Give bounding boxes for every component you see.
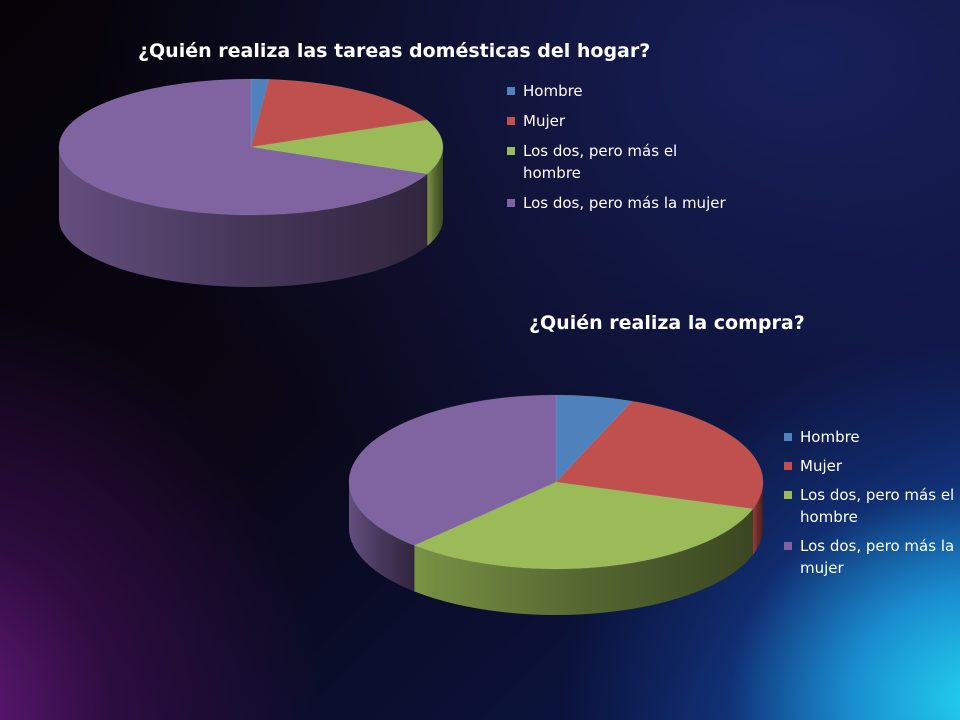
legend-swatch-ambos-mas-mujer [507, 199, 515, 207]
pie-slice-ambos-mas-hombre [250, 119, 444, 175]
legend-label: Los dos, pero más el hombre [800, 486, 955, 526]
pie-slice-side-ambos-mas-mujer [59, 147, 428, 287]
pie-slice-ambos-mas-hombre [413, 481, 754, 570]
legend-label: Los dos, pero más la mujer [523, 194, 726, 212]
pie-slice-ambos-mas-mujer [348, 394, 557, 546]
chart-2-title: ¿Quién realiza la compra? [529, 312, 805, 334]
pie-slice-side-ambos-mas-hombre [414, 508, 753, 615]
pie-slice-hombre [250, 78, 270, 148]
pie-slice-ambos-mas-mujer [58, 78, 428, 216]
chart-2-legend: Hombre Mujer Los dos, pero más el hombre… [784, 426, 956, 586]
chart-1-legend: Hombre Mujer Los dos, pero más el hombre… [507, 80, 737, 222]
legend-label: Los dos, pero más el hombre [523, 142, 678, 182]
legend-item-ambos-mas-hombre: Los dos, pero más el hombre [784, 484, 956, 528]
legend-label: Mujer [523, 112, 566, 130]
legend-swatch-hombre [784, 433, 792, 441]
legend-item-ambos-mas-mujer: Los dos, pero más la mujer [784, 535, 956, 579]
pie-slice-hombre [555, 394, 633, 483]
legend-label: Hombre [523, 82, 583, 100]
pie-slice-side-ambos-mas-mujer [348, 482, 415, 592]
legend-label: Los dos, pero más la mujer [800, 537, 955, 577]
legend-swatch-ambos-mas-hombre [507, 147, 515, 155]
legend-item-hombre: Hombre [507, 80, 737, 102]
legend-swatch-ambos-mas-hombre [784, 491, 792, 499]
pie-slice-mujer [555, 400, 764, 510]
pie-slice-side-mujer [752, 482, 763, 555]
chart-1-title: ¿Quién realiza las tareas domésticas del… [138, 40, 651, 62]
legend-item-ambos-mas-hombre: Los dos, pero más el hombre [507, 140, 737, 184]
legend-swatch-mujer [507, 117, 515, 125]
legend-swatch-hombre [507, 87, 515, 95]
legend-item-hombre: Hombre [784, 426, 956, 448]
legend-item-mujer: Mujer [507, 110, 737, 132]
legend-item-ambos-mas-mujer: Los dos, pero más la mujer [507, 192, 737, 214]
legend-swatch-mujer [784, 462, 792, 470]
pie-slice-mujer [250, 78, 428, 148]
legend-item-mujer: Mujer [784, 455, 956, 477]
pie-slice-side-ambos-mas-hombre [427, 147, 443, 247]
legend-swatch-ambos-mas-mujer [784, 542, 792, 550]
legend-label: Mujer [800, 457, 843, 475]
legend-label: Hombre [800, 428, 860, 446]
